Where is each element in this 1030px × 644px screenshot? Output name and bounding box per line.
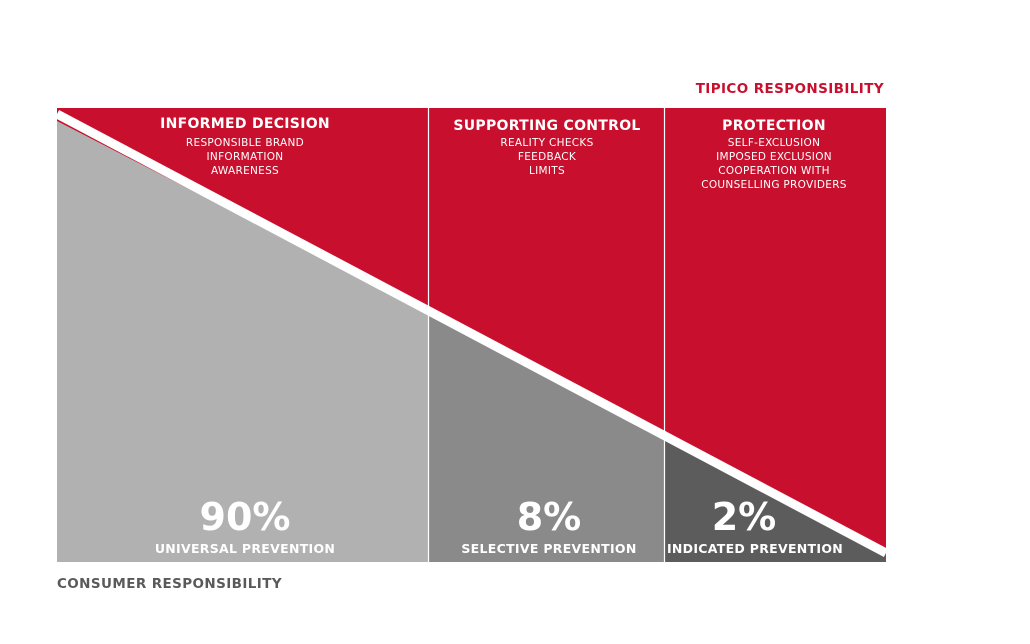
column-item: SELF-EXCLUSION: [728, 137, 820, 149]
column-informed-decision: INFORMED DECISION RESPONSIBLE BRAND INFO…: [155, 116, 335, 556]
selective-prevention-segment: [428, 312, 664, 562]
column-heading: SUPPORTING CONTROL: [453, 118, 640, 134]
column-heading: PROTECTION: [722, 118, 826, 134]
consumer-responsibility-label: CONSUMER RESPONSIBILITY: [57, 576, 282, 592]
prevention-label: SELECTIVE PREVENTION: [461, 541, 636, 556]
column-item: COOPERATION WITH: [718, 165, 830, 177]
percent-value: 2%: [712, 495, 777, 539]
prevention-label: INDICATED PREVENTION: [667, 541, 843, 556]
prevention-label: UNIVERSAL PREVENTION: [155, 541, 335, 556]
diagonal-divider: [54, 110, 889, 557]
column-item: INFORMATION: [207, 151, 284, 163]
percent-value: 90%: [200, 495, 291, 539]
percent-value: 8%: [517, 495, 582, 539]
column-item: COUNSELLING PROVIDERS: [701, 179, 847, 191]
column-item: REALITY CHECKS: [500, 137, 593, 149]
tipico-responsibility-label: TIPICO RESPONSIBILITY: [696, 81, 884, 97]
column-item: LIMITS: [529, 165, 565, 177]
column-heading: INFORMED DECISION: [160, 116, 330, 132]
universal-prevention-segment: [57, 121, 428, 562]
column-item: RESPONSIBLE BRAND: [186, 137, 304, 149]
column-item: FEEDBACK: [518, 151, 577, 163]
column-item: IMPOSED EXCLUSION: [716, 151, 832, 163]
column-protection: PROTECTION SELF-EXCLUSION IMPOSED EXCLUS…: [667, 118, 847, 556]
column-item: AWARENESS: [211, 165, 279, 177]
column-supporting-control: SUPPORTING CONTROL REALITY CHECKS FEEDBA…: [453, 118, 640, 556]
